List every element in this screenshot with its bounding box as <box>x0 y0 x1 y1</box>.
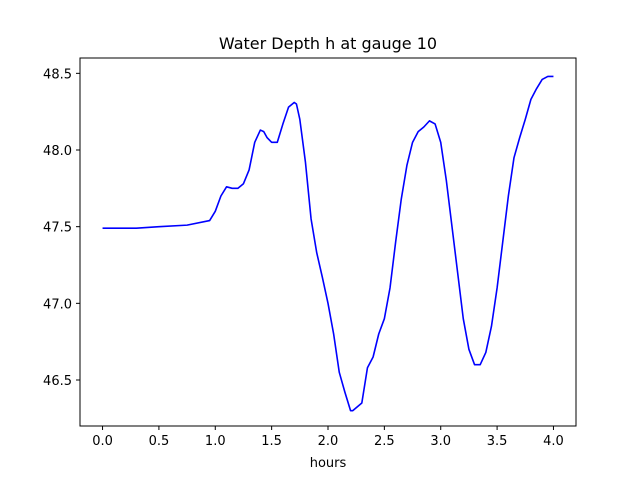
y-tick-label: 48.0 <box>43 144 72 159</box>
y-tick-label: 46.5 <box>43 374 72 389</box>
x-tick-label: 3.0 <box>430 434 451 449</box>
y-tick-label: 47.0 <box>43 297 72 312</box>
x-tick-label: 2.5 <box>374 434 395 449</box>
plot-area: 0.0 0.5 1.0 1.5 2.0 2.5 3.0 3.5 4.0 46.5 47.0 47.5 4… <box>43 57 577 449</box>
series-line-h <box>102 75 554 412</box>
x-tick-label: 1.5 <box>261 434 282 449</box>
x-tick-label: 1.0 <box>205 434 226 449</box>
x-tick-label: 0.5 <box>149 434 170 449</box>
x-axis-label: hours <box>310 456 347 471</box>
y-tick-label: 48.5 <box>43 67 72 82</box>
chart-title: Water Depth h at gauge 10 <box>219 34 437 53</box>
x-tick-label: 4.0 <box>543 434 564 449</box>
x-tick-label: 2.0 <box>318 434 339 449</box>
x-tick-label: 3.5 <box>487 434 508 449</box>
x-tick-label: 0.0 <box>92 434 113 449</box>
y-tick-label: 47.5 <box>43 221 72 236</box>
